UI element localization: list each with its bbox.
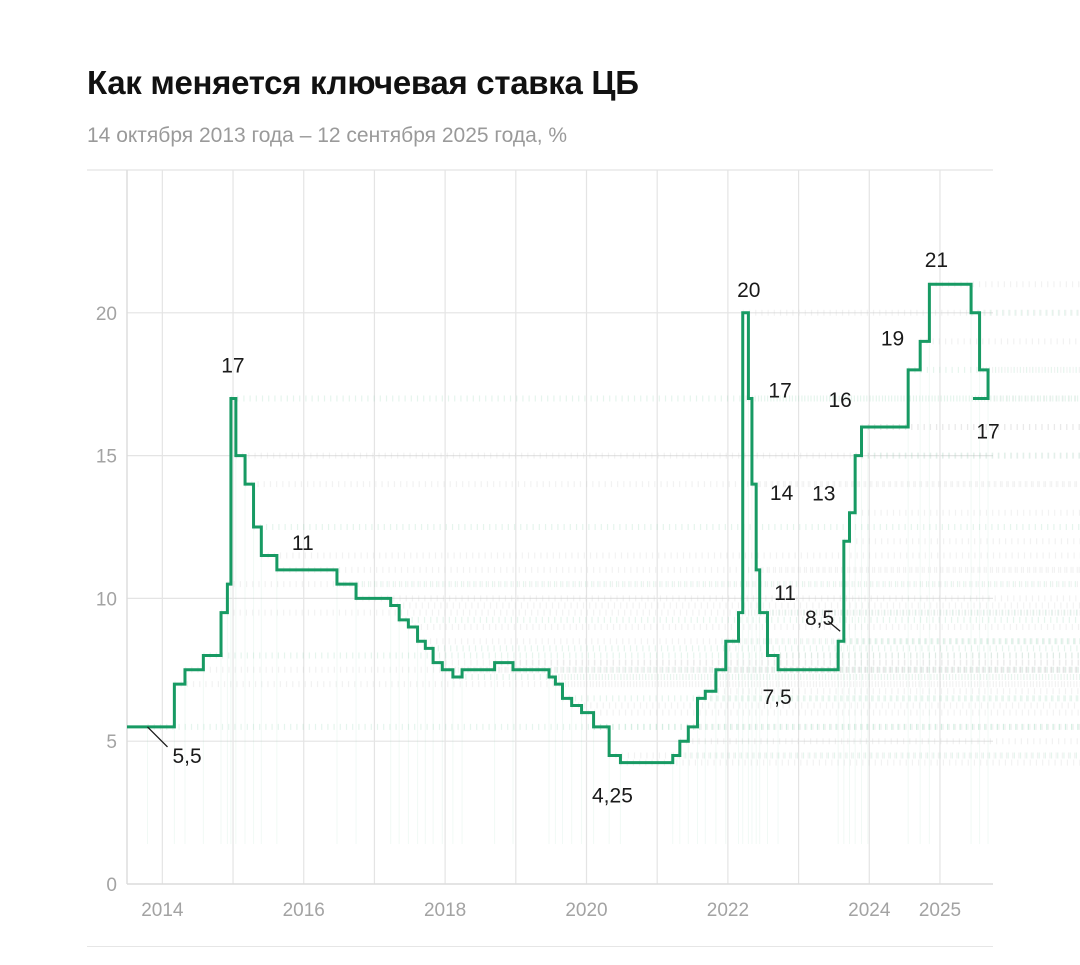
data-labels: 5,5 17 11 4,25 20 17 14 11 7,5 8,5 13 16 19 21 17 (147, 249, 1000, 808)
chart-subtitle: 14 октября 2013 года – 12 сентября 2025 … (87, 124, 568, 147)
data-label: 13 (812, 483, 835, 506)
y-tick-label: 10 (96, 589, 117, 610)
y-tick-label: 20 (96, 304, 117, 325)
x-tick-labels: 2014 2016 2018 2020 2022 2024 2025 (141, 900, 961, 921)
y-tick-labels: 0 5 10 15 20 (96, 304, 117, 896)
data-label: 16 (829, 389, 852, 412)
data-label: 21 (925, 249, 948, 272)
data-label: 11 (774, 582, 796, 605)
chart-title: Как меняется ключевая ставка ЦБ (87, 64, 639, 101)
data-label: 11 (292, 532, 314, 555)
x-tick-label: 2020 (565, 900, 607, 921)
data-label: 8,5 (805, 607, 834, 630)
data-label: 14 (770, 482, 794, 505)
x-tick-label: 2022 (707, 900, 749, 921)
data-label: 5,5 (173, 745, 202, 768)
data-label: 7,5 (762, 686, 791, 709)
axis (126, 170, 993, 885)
vertical-gridlines (161, 170, 941, 884)
y-tick-label: 15 (96, 447, 117, 468)
x-tick-label: 2025 (919, 900, 961, 921)
data-label: 17 (221, 354, 244, 377)
x-tick-label: 2014 (141, 900, 184, 921)
series-layer (127, 282, 990, 765)
horizontal-gridlines (87, 169, 993, 742)
x-tick-label: 2016 (283, 900, 325, 921)
label-leader-line (827, 620, 841, 632)
y-tick-label: 5 (106, 732, 117, 753)
series-line-key-rate (127, 282, 990, 765)
data-label: 17 (976, 420, 999, 443)
bottom-divider (87, 946, 993, 947)
x-tick-label: 2018 (424, 900, 466, 921)
data-label: 20 (737, 279, 760, 302)
x-tick-label: 2024 (848, 900, 891, 921)
y-tick-label: 0 (106, 875, 117, 896)
label-leader-line (147, 726, 168, 748)
data-label: 17 (768, 379, 791, 402)
data-label: 4,25 (592, 785, 633, 808)
data-label: 19 (881, 327, 904, 350)
